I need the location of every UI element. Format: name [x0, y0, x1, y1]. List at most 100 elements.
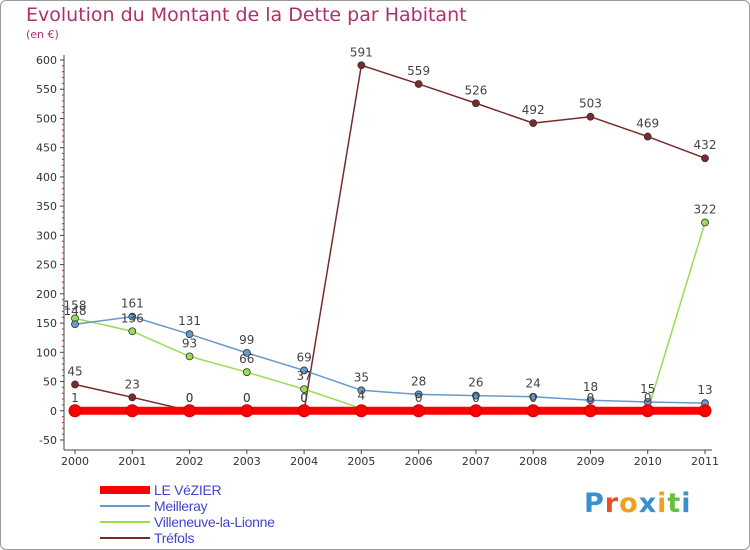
chart-title: Evolution du Montant de la Dette par Hab…: [26, 4, 467, 26]
data-point: [68, 404, 82, 418]
legend-swatch-villeneuve-la-lionne: [100, 521, 150, 523]
proxiti-logo: Proxiti: [584, 488, 692, 519]
data-label: 93: [182, 336, 197, 350]
data-point: [357, 61, 366, 70]
data-label: 4: [358, 388, 366, 402]
data-label: 136: [121, 311, 144, 325]
logo-letter: r: [604, 488, 620, 519]
data-label: 469: [636, 117, 659, 131]
chart-subtitle: (en €): [26, 28, 59, 41]
data-point: [71, 380, 79, 389]
data-label: 26: [468, 376, 483, 390]
data-label: 45: [67, 364, 82, 378]
y-tick-label: 350: [36, 200, 57, 213]
series-line-1: [74, 315, 706, 404]
data-label: 322: [694, 203, 717, 217]
logo-letter: x: [638, 488, 658, 519]
y-tick-label: 150: [36, 317, 57, 330]
x-tick-label: 2005: [347, 455, 375, 468]
data-point: [71, 320, 79, 329]
x-tick-label: 2001: [118, 455, 146, 468]
data-point: [240, 404, 254, 418]
legend-label-trefols: Tréfols: [154, 530, 195, 546]
x-tick-label: 2000: [61, 455, 89, 468]
x-tick-label: 2010: [634, 455, 662, 468]
series-line-2: [74, 222, 706, 412]
data-point: [529, 119, 538, 128]
data-point: [526, 404, 540, 418]
data-point: [128, 393, 137, 402]
data-label: 99: [239, 333, 254, 347]
y-tick-label: 450: [36, 142, 57, 155]
data-point: [183, 404, 197, 418]
data-label: 28: [411, 374, 426, 388]
data-point: [472, 99, 480, 108]
logo-letter: i: [657, 488, 668, 519]
data-labels-layer: 1 0 0 0 148 161 131 99 69 35 28 26 24 18 15 13 158 136 93 6…: [64, 45, 717, 405]
data-label: 0: [472, 391, 480, 405]
x-tick-label: 2011: [691, 455, 719, 468]
data-point: [357, 386, 366, 395]
data-label: 0: [529, 391, 537, 405]
data-label: 526: [464, 83, 487, 97]
data-label: 0: [300, 391, 308, 405]
legend-swatch-trefols: [100, 537, 150, 539]
data-label: 15: [640, 382, 655, 396]
y-tick-label: 0: [50, 405, 57, 418]
data-label: 0: [243, 391, 251, 405]
y-tick-label: 250: [36, 259, 57, 272]
data-point: [242, 348, 251, 357]
data-label: 0: [243, 391, 251, 405]
legend-swatch-le-vezier: [100, 486, 150, 494]
y-tick-label: 550: [36, 83, 57, 96]
data-point: [586, 396, 595, 405]
data-point: [583, 404, 597, 418]
data-label: 24: [526, 377, 541, 391]
x-tick-label: 2007: [462, 455, 490, 468]
logo-letter: t: [667, 488, 682, 519]
data-point: [412, 404, 426, 418]
y-tick-label: 100: [36, 346, 57, 359]
data-point: [472, 391, 480, 400]
data-label: 69: [296, 350, 311, 364]
logo-letter: i: [681, 488, 692, 519]
data-label: 131: [178, 314, 201, 328]
y-tick-label: 300: [36, 229, 57, 242]
data-label: 13: [697, 383, 712, 397]
data-point: [469, 404, 483, 418]
data-label: 492: [522, 103, 545, 117]
data-label: 0: [587, 391, 595, 405]
data-label: 37: [296, 369, 311, 383]
y-tick-label: 500: [36, 112, 57, 125]
x-tick-label: 2003: [233, 455, 261, 468]
data-point: [242, 368, 251, 377]
x-tick-label: 2006: [405, 455, 433, 468]
legend-label-villeneuve-la-lionne: Villeneuve-la-Lionne: [154, 514, 275, 530]
data-point: [185, 352, 194, 361]
data-point: [586, 112, 595, 121]
y-tick-label: -50: [39, 434, 57, 447]
data-label: 559: [407, 64, 430, 78]
data-point: [125, 404, 139, 418]
x-tick-label: 2008: [519, 455, 547, 468]
data-point: [414, 80, 423, 88]
data-point: [300, 385, 308, 394]
data-point: [128, 312, 137, 321]
data-point: [641, 404, 655, 418]
data-label: 0: [300, 391, 308, 405]
x-tick-label: 2009: [576, 455, 604, 468]
x-tick-label: 2004: [290, 455, 318, 468]
series-line-3: [74, 64, 706, 412]
data-point: [701, 218, 709, 227]
axes: -500501001502002503003504004505005506002…: [36, 54, 719, 468]
x-tick-label: 2002: [176, 455, 204, 468]
data-point: [300, 366, 308, 375]
logo-letter: P: [584, 488, 605, 519]
series-layer: [68, 61, 712, 418]
legend-swatch-meilleray: [100, 505, 150, 507]
data-label: 1: [71, 391, 79, 405]
data-point: [529, 392, 538, 401]
y-tick-label: 600: [36, 54, 57, 67]
data-point: [297, 404, 311, 418]
